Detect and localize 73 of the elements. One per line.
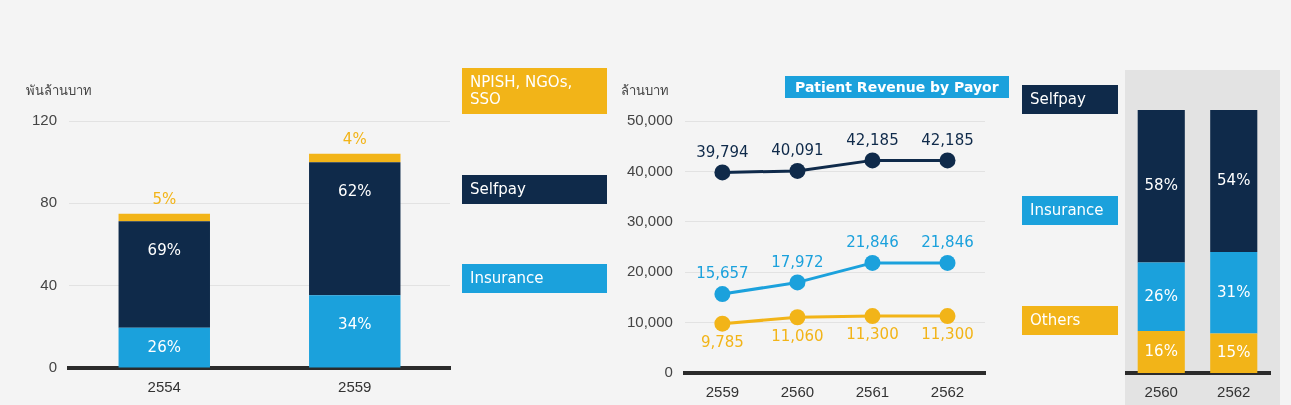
text: Others xyxy=(1022,306,1118,335)
text: Selfpay xyxy=(462,174,607,204)
y-tick-label: 80 xyxy=(40,193,58,211)
y-tick-label: 40 xyxy=(40,275,58,293)
data-label: 11,300 xyxy=(846,325,899,344)
data-label: 40,091 xyxy=(771,141,824,160)
x-tick-label: 2559 xyxy=(338,378,372,396)
x-tick-label: 2560 xyxy=(1144,383,1178,401)
annotation: 69% xyxy=(147,241,181,260)
data-label: 9,785 xyxy=(700,333,744,352)
bar xyxy=(1210,252,1258,334)
data-label: 15% xyxy=(1217,343,1251,362)
point xyxy=(864,254,881,271)
bar xyxy=(309,295,401,368)
bar xyxy=(309,153,401,163)
x-tick-label: 2559 xyxy=(705,383,740,401)
data-label: 54% xyxy=(1217,170,1251,189)
text: Selfpay xyxy=(1022,85,1118,114)
x-tick-label: 2562 xyxy=(1217,383,1251,401)
data-label: 17,972 xyxy=(771,252,824,271)
y-tick-label: 0 xyxy=(48,358,58,376)
point xyxy=(714,315,731,332)
data-label: 11,060 xyxy=(771,326,824,345)
point xyxy=(939,152,956,169)
annotation: 5% xyxy=(152,190,177,209)
data-label: 21,846 xyxy=(921,233,974,252)
y-tick-label: 50,000 xyxy=(626,111,673,129)
x-tick-label: 2561 xyxy=(855,383,890,401)
data-label: 11,300 xyxy=(921,325,974,344)
text: Insurance xyxy=(462,264,607,293)
x-tick-label: 2562 xyxy=(930,383,965,401)
data-label: 15,657 xyxy=(696,264,749,283)
bar xyxy=(1137,262,1185,331)
x-tick-label: 2560 xyxy=(780,383,815,401)
annotation: 34% xyxy=(338,315,372,334)
y-tick-label: 20,000 xyxy=(626,262,673,280)
bar xyxy=(309,162,401,296)
y-tick-label: 40,000 xyxy=(626,161,673,179)
y-axis-title: ล้านบาท xyxy=(621,82,669,100)
bar xyxy=(118,327,210,368)
data-label: 21,846 xyxy=(846,233,899,252)
data-label: 31% xyxy=(1217,282,1251,301)
point xyxy=(789,274,806,291)
bar xyxy=(118,213,210,222)
point xyxy=(864,308,881,325)
point xyxy=(714,286,731,303)
y-axis-title: พันล้านบาท xyxy=(26,82,92,100)
point xyxy=(714,164,731,181)
data-label: 39,794 xyxy=(696,142,749,161)
bar xyxy=(1210,110,1258,253)
annotation: 26% xyxy=(147,337,181,356)
text: NPISH, NGOs, SSO xyxy=(462,68,607,114)
point xyxy=(939,254,956,271)
x-tick-label: 2554 xyxy=(147,378,181,396)
y-tick-label: 0 xyxy=(664,363,673,381)
annotation: 4% xyxy=(342,130,367,149)
point xyxy=(789,309,806,326)
annotation: 62% xyxy=(338,182,372,201)
text: Insurance xyxy=(1022,195,1118,225)
data-label: 16% xyxy=(1144,341,1178,360)
point xyxy=(789,162,806,179)
chart-title: Patient Revenue by Payor xyxy=(785,76,1009,98)
data-label: 42,185 xyxy=(921,130,974,149)
data-label: 26% xyxy=(1144,286,1178,305)
y-tick-label: 10,000 xyxy=(626,312,673,330)
data-label: 58% xyxy=(1144,176,1178,195)
data-label: 42,185 xyxy=(846,130,899,149)
point xyxy=(939,308,956,325)
y-tick-label: 120 xyxy=(32,111,58,129)
point xyxy=(864,152,881,169)
bar xyxy=(118,221,210,328)
bar xyxy=(1137,110,1185,263)
y-tick-label: 30,000 xyxy=(626,211,673,229)
